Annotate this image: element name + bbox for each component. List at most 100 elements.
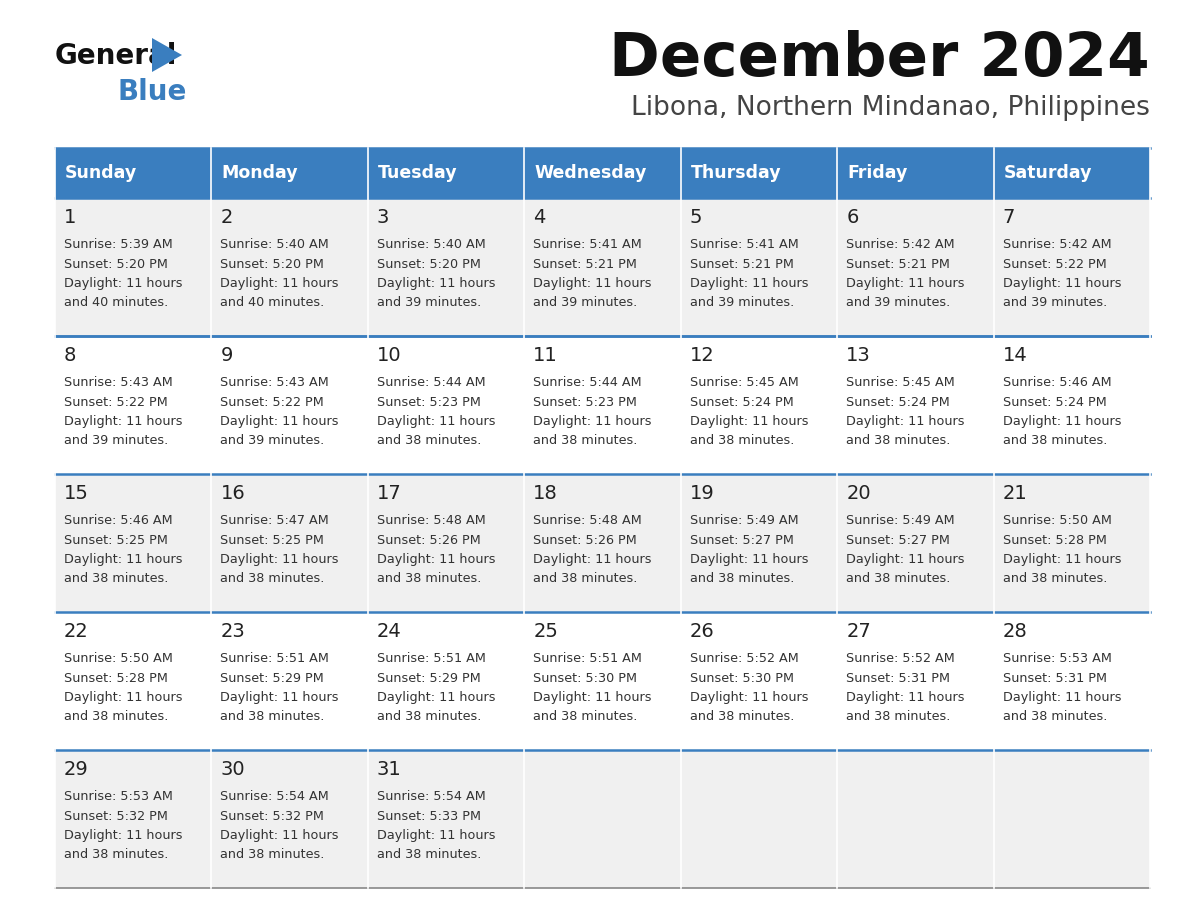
- Text: Sunset: 5:22 PM: Sunset: 5:22 PM: [64, 396, 168, 409]
- Bar: [993, 612, 1150, 750]
- Text: and 39 minutes.: and 39 minutes.: [533, 297, 638, 309]
- Text: Sunrise: 5:51 AM: Sunrise: 5:51 AM: [221, 652, 329, 665]
- Text: Sunset: 5:28 PM: Sunset: 5:28 PM: [1003, 533, 1106, 546]
- Text: Sunrise: 5:46 AM: Sunrise: 5:46 AM: [1003, 376, 1111, 389]
- Bar: [211, 750, 368, 888]
- Bar: [838, 474, 993, 612]
- Text: and 38 minutes.: and 38 minutes.: [377, 573, 481, 586]
- Text: 7: 7: [1003, 208, 1015, 227]
- Text: Sunrise: 5:42 AM: Sunrise: 5:42 AM: [1003, 238, 1111, 251]
- Text: and 39 minutes.: and 39 minutes.: [221, 434, 324, 447]
- Text: Sunrise: 5:40 AM: Sunrise: 5:40 AM: [221, 238, 329, 251]
- Bar: [55, 612, 211, 750]
- Text: Sunset: 5:29 PM: Sunset: 5:29 PM: [221, 671, 324, 685]
- Bar: [211, 336, 368, 474]
- Text: and 38 minutes.: and 38 minutes.: [377, 434, 481, 447]
- Text: 16: 16: [221, 484, 245, 503]
- Text: and 38 minutes.: and 38 minutes.: [377, 711, 481, 723]
- Text: Libona, Northern Mindanao, Philippines: Libona, Northern Mindanao, Philippines: [631, 95, 1150, 121]
- Bar: [681, 148, 838, 198]
- Text: 4: 4: [533, 208, 545, 227]
- Bar: [55, 474, 211, 612]
- Text: Daylight: 11 hours: Daylight: 11 hours: [690, 553, 808, 566]
- Text: Daylight: 11 hours: Daylight: 11 hours: [1003, 415, 1121, 428]
- Text: Sunrise: 5:54 AM: Sunrise: 5:54 AM: [221, 790, 329, 803]
- Text: 28: 28: [1003, 622, 1028, 641]
- Text: and 38 minutes.: and 38 minutes.: [846, 573, 950, 586]
- Text: Sunset: 5:21 PM: Sunset: 5:21 PM: [533, 258, 637, 271]
- Text: and 39 minutes.: and 39 minutes.: [64, 434, 169, 447]
- Text: Sunset: 5:21 PM: Sunset: 5:21 PM: [846, 258, 950, 271]
- Text: Sunset: 5:30 PM: Sunset: 5:30 PM: [690, 671, 794, 685]
- Text: Sunset: 5:24 PM: Sunset: 5:24 PM: [846, 396, 950, 409]
- Text: Daylight: 11 hours: Daylight: 11 hours: [64, 553, 183, 566]
- Text: and 38 minutes.: and 38 minutes.: [846, 711, 950, 723]
- Text: Daylight: 11 hours: Daylight: 11 hours: [64, 277, 183, 290]
- Text: Daylight: 11 hours: Daylight: 11 hours: [846, 415, 965, 428]
- Text: 2: 2: [221, 208, 233, 227]
- Text: Blue: Blue: [118, 78, 188, 106]
- Text: Daylight: 11 hours: Daylight: 11 hours: [64, 691, 183, 704]
- Text: and 38 minutes.: and 38 minutes.: [690, 434, 794, 447]
- Text: Thursday: Thursday: [690, 164, 782, 182]
- Bar: [993, 474, 1150, 612]
- Text: Sunrise: 5:51 AM: Sunrise: 5:51 AM: [377, 652, 486, 665]
- Text: 8: 8: [64, 346, 76, 365]
- Text: 26: 26: [690, 622, 714, 641]
- Text: Sunset: 5:22 PM: Sunset: 5:22 PM: [1003, 258, 1106, 271]
- Text: and 39 minutes.: and 39 minutes.: [846, 297, 950, 309]
- Text: Daylight: 11 hours: Daylight: 11 hours: [377, 277, 495, 290]
- Text: 3: 3: [377, 208, 390, 227]
- Text: Sunset: 5:20 PM: Sunset: 5:20 PM: [221, 258, 324, 271]
- Text: Daylight: 11 hours: Daylight: 11 hours: [64, 415, 183, 428]
- Text: 24: 24: [377, 622, 402, 641]
- Bar: [993, 198, 1150, 336]
- Bar: [681, 336, 838, 474]
- Text: 23: 23: [221, 622, 245, 641]
- Text: Daylight: 11 hours: Daylight: 11 hours: [690, 415, 808, 428]
- Text: Daylight: 11 hours: Daylight: 11 hours: [533, 691, 652, 704]
- Text: Daylight: 11 hours: Daylight: 11 hours: [690, 691, 808, 704]
- Text: Sunset: 5:32 PM: Sunset: 5:32 PM: [221, 810, 324, 823]
- Text: Sunset: 5:24 PM: Sunset: 5:24 PM: [1003, 396, 1106, 409]
- Text: and 38 minutes.: and 38 minutes.: [533, 434, 638, 447]
- Text: Sunrise: 5:44 AM: Sunrise: 5:44 AM: [377, 376, 486, 389]
- Text: and 40 minutes.: and 40 minutes.: [64, 297, 169, 309]
- Text: and 38 minutes.: and 38 minutes.: [1003, 711, 1107, 723]
- Text: Daylight: 11 hours: Daylight: 11 hours: [846, 691, 965, 704]
- Bar: [211, 474, 368, 612]
- Bar: [524, 474, 681, 612]
- Bar: [838, 148, 993, 198]
- Bar: [681, 750, 838, 888]
- Text: 25: 25: [533, 622, 558, 641]
- Text: Sunrise: 5:48 AM: Sunrise: 5:48 AM: [377, 514, 486, 527]
- Bar: [524, 750, 681, 888]
- Text: and 39 minutes.: and 39 minutes.: [1003, 297, 1107, 309]
- Text: 21: 21: [1003, 484, 1028, 503]
- Text: 14: 14: [1003, 346, 1028, 365]
- Text: 27: 27: [846, 622, 871, 641]
- Text: Sunset: 5:31 PM: Sunset: 5:31 PM: [846, 671, 950, 685]
- Text: and 38 minutes.: and 38 minutes.: [221, 573, 324, 586]
- Text: Daylight: 11 hours: Daylight: 11 hours: [846, 277, 965, 290]
- Bar: [55, 148, 211, 198]
- Text: Daylight: 11 hours: Daylight: 11 hours: [221, 691, 339, 704]
- Text: and 40 minutes.: and 40 minutes.: [221, 297, 324, 309]
- Text: 18: 18: [533, 484, 558, 503]
- Text: Sunset: 5:25 PM: Sunset: 5:25 PM: [221, 533, 324, 546]
- Bar: [55, 336, 211, 474]
- Text: Sunset: 5:26 PM: Sunset: 5:26 PM: [533, 533, 637, 546]
- Text: and 38 minutes.: and 38 minutes.: [690, 711, 794, 723]
- Bar: [211, 198, 368, 336]
- Text: Daylight: 11 hours: Daylight: 11 hours: [221, 829, 339, 842]
- Text: Sunrise: 5:42 AM: Sunrise: 5:42 AM: [846, 238, 955, 251]
- Text: Sunset: 5:22 PM: Sunset: 5:22 PM: [221, 396, 324, 409]
- Bar: [681, 474, 838, 612]
- Bar: [993, 336, 1150, 474]
- Text: Sunrise: 5:50 AM: Sunrise: 5:50 AM: [1003, 514, 1112, 527]
- Text: Sunrise: 5:49 AM: Sunrise: 5:49 AM: [690, 514, 798, 527]
- Text: and 38 minutes.: and 38 minutes.: [221, 848, 324, 861]
- Text: Sunset: 5:33 PM: Sunset: 5:33 PM: [377, 810, 481, 823]
- Bar: [524, 336, 681, 474]
- Text: 30: 30: [221, 760, 245, 779]
